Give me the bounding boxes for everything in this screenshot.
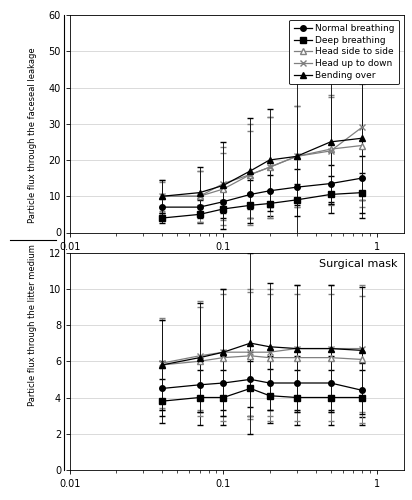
Legend: Normal breathing, Deep breathing, Head side to side, Head up to down, Bending ov: Normal breathing, Deep breathing, Head s… (289, 20, 399, 84)
Text: Particle flux through the litter medium: Particle flux through the litter medium (28, 244, 37, 406)
Text: Particle flux through the faceseal leakage: Particle flux through the faceseal leaka… (28, 47, 37, 223)
Text: Surgical mask: Surgical mask (318, 259, 397, 269)
Text: N95 Respirator: N95 Respirator (314, 22, 397, 32)
